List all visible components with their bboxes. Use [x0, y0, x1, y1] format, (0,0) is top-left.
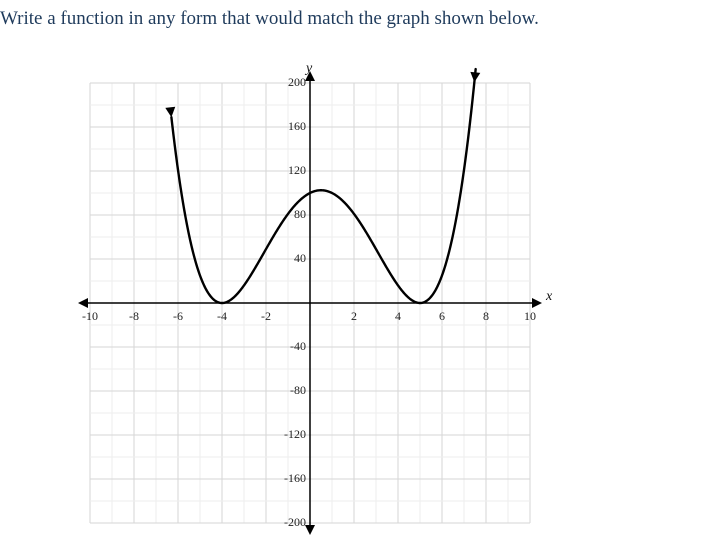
- x-tick-label: 10: [520, 309, 540, 324]
- y-tick-label: -40: [272, 339, 306, 354]
- y-tick-label: 200: [272, 75, 306, 90]
- y-axis-label: y: [306, 61, 312, 77]
- y-tick-label: -120: [272, 427, 306, 442]
- curve-svg: [90, 83, 530, 523]
- x-tick-label: -10: [80, 309, 100, 324]
- y-tick-label: -80: [272, 383, 306, 398]
- y-tick-label: 120: [272, 163, 306, 178]
- y-tick-label: 40: [272, 251, 306, 266]
- y-tick-label: -160: [272, 471, 306, 486]
- y-tick-label: -200: [272, 515, 306, 530]
- x-tick-label: 4: [388, 309, 408, 324]
- x-tick-label: -4: [212, 309, 232, 324]
- y-tick-label: 80: [272, 207, 306, 222]
- x-tick-label: 6: [432, 309, 452, 324]
- x-tick-label: -2: [256, 309, 276, 324]
- y-tick-label: 160: [272, 119, 306, 134]
- x-tick-label: 2: [344, 309, 364, 324]
- x-tick-label: -8: [124, 309, 144, 324]
- polynomial-chart: -10-8-6-4-2246810-200-160-120-80-4040801…: [90, 83, 530, 523]
- x-axis-label: x: [546, 289, 552, 305]
- question-text: Write a function in any form that would …: [0, 0, 707, 33]
- x-tick-label: -6: [168, 309, 188, 324]
- x-tick-label: 8: [476, 309, 496, 324]
